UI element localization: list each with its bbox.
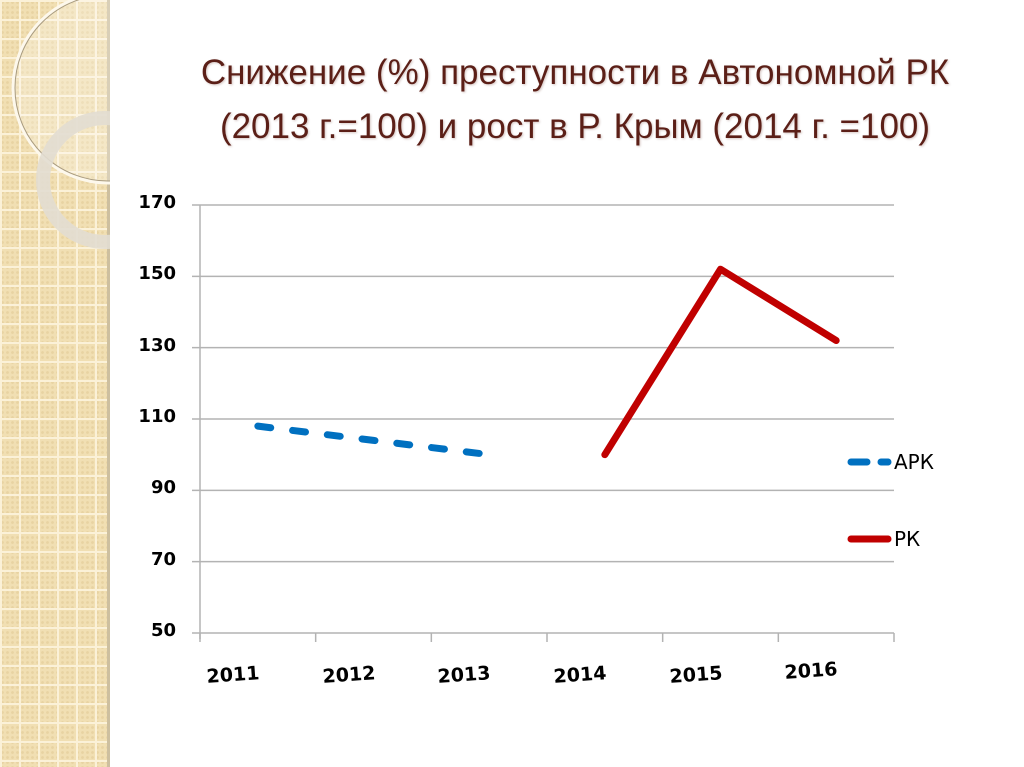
y-tick-label: 90 [150,477,176,499]
legend-dashed-line-icon [847,458,892,466]
legend-label: АРК [894,450,934,474]
legend-item: РК [846,527,920,551]
legend-label: РК [894,527,921,551]
title-line-2: (2013 г.=100) и рост в Р. Крым (2014 г. … [219,107,931,146]
y-tick-label: 170 [138,192,176,213]
title-line-1: Снижение (%) преступности в Автономной Р… [200,53,950,92]
y-tick-label: 50 [150,620,176,641]
decorative-rings-icon [11,0,110,249]
legend-solid-line-icon [847,535,892,543]
slide-title: Снижение (%) преступности в Автономной Р… [140,46,1010,154]
decorative-side-panel [0,0,110,767]
y-tick-label: 110 [138,406,176,427]
legend-item: АРК [846,450,934,474]
y-tick-label: 70 [150,548,176,570]
y-tick-label: 150 [138,263,176,285]
y-tick-label: 130 [138,334,176,356]
series-line-apk [254,422,493,459]
series-line-rk [601,265,840,459]
